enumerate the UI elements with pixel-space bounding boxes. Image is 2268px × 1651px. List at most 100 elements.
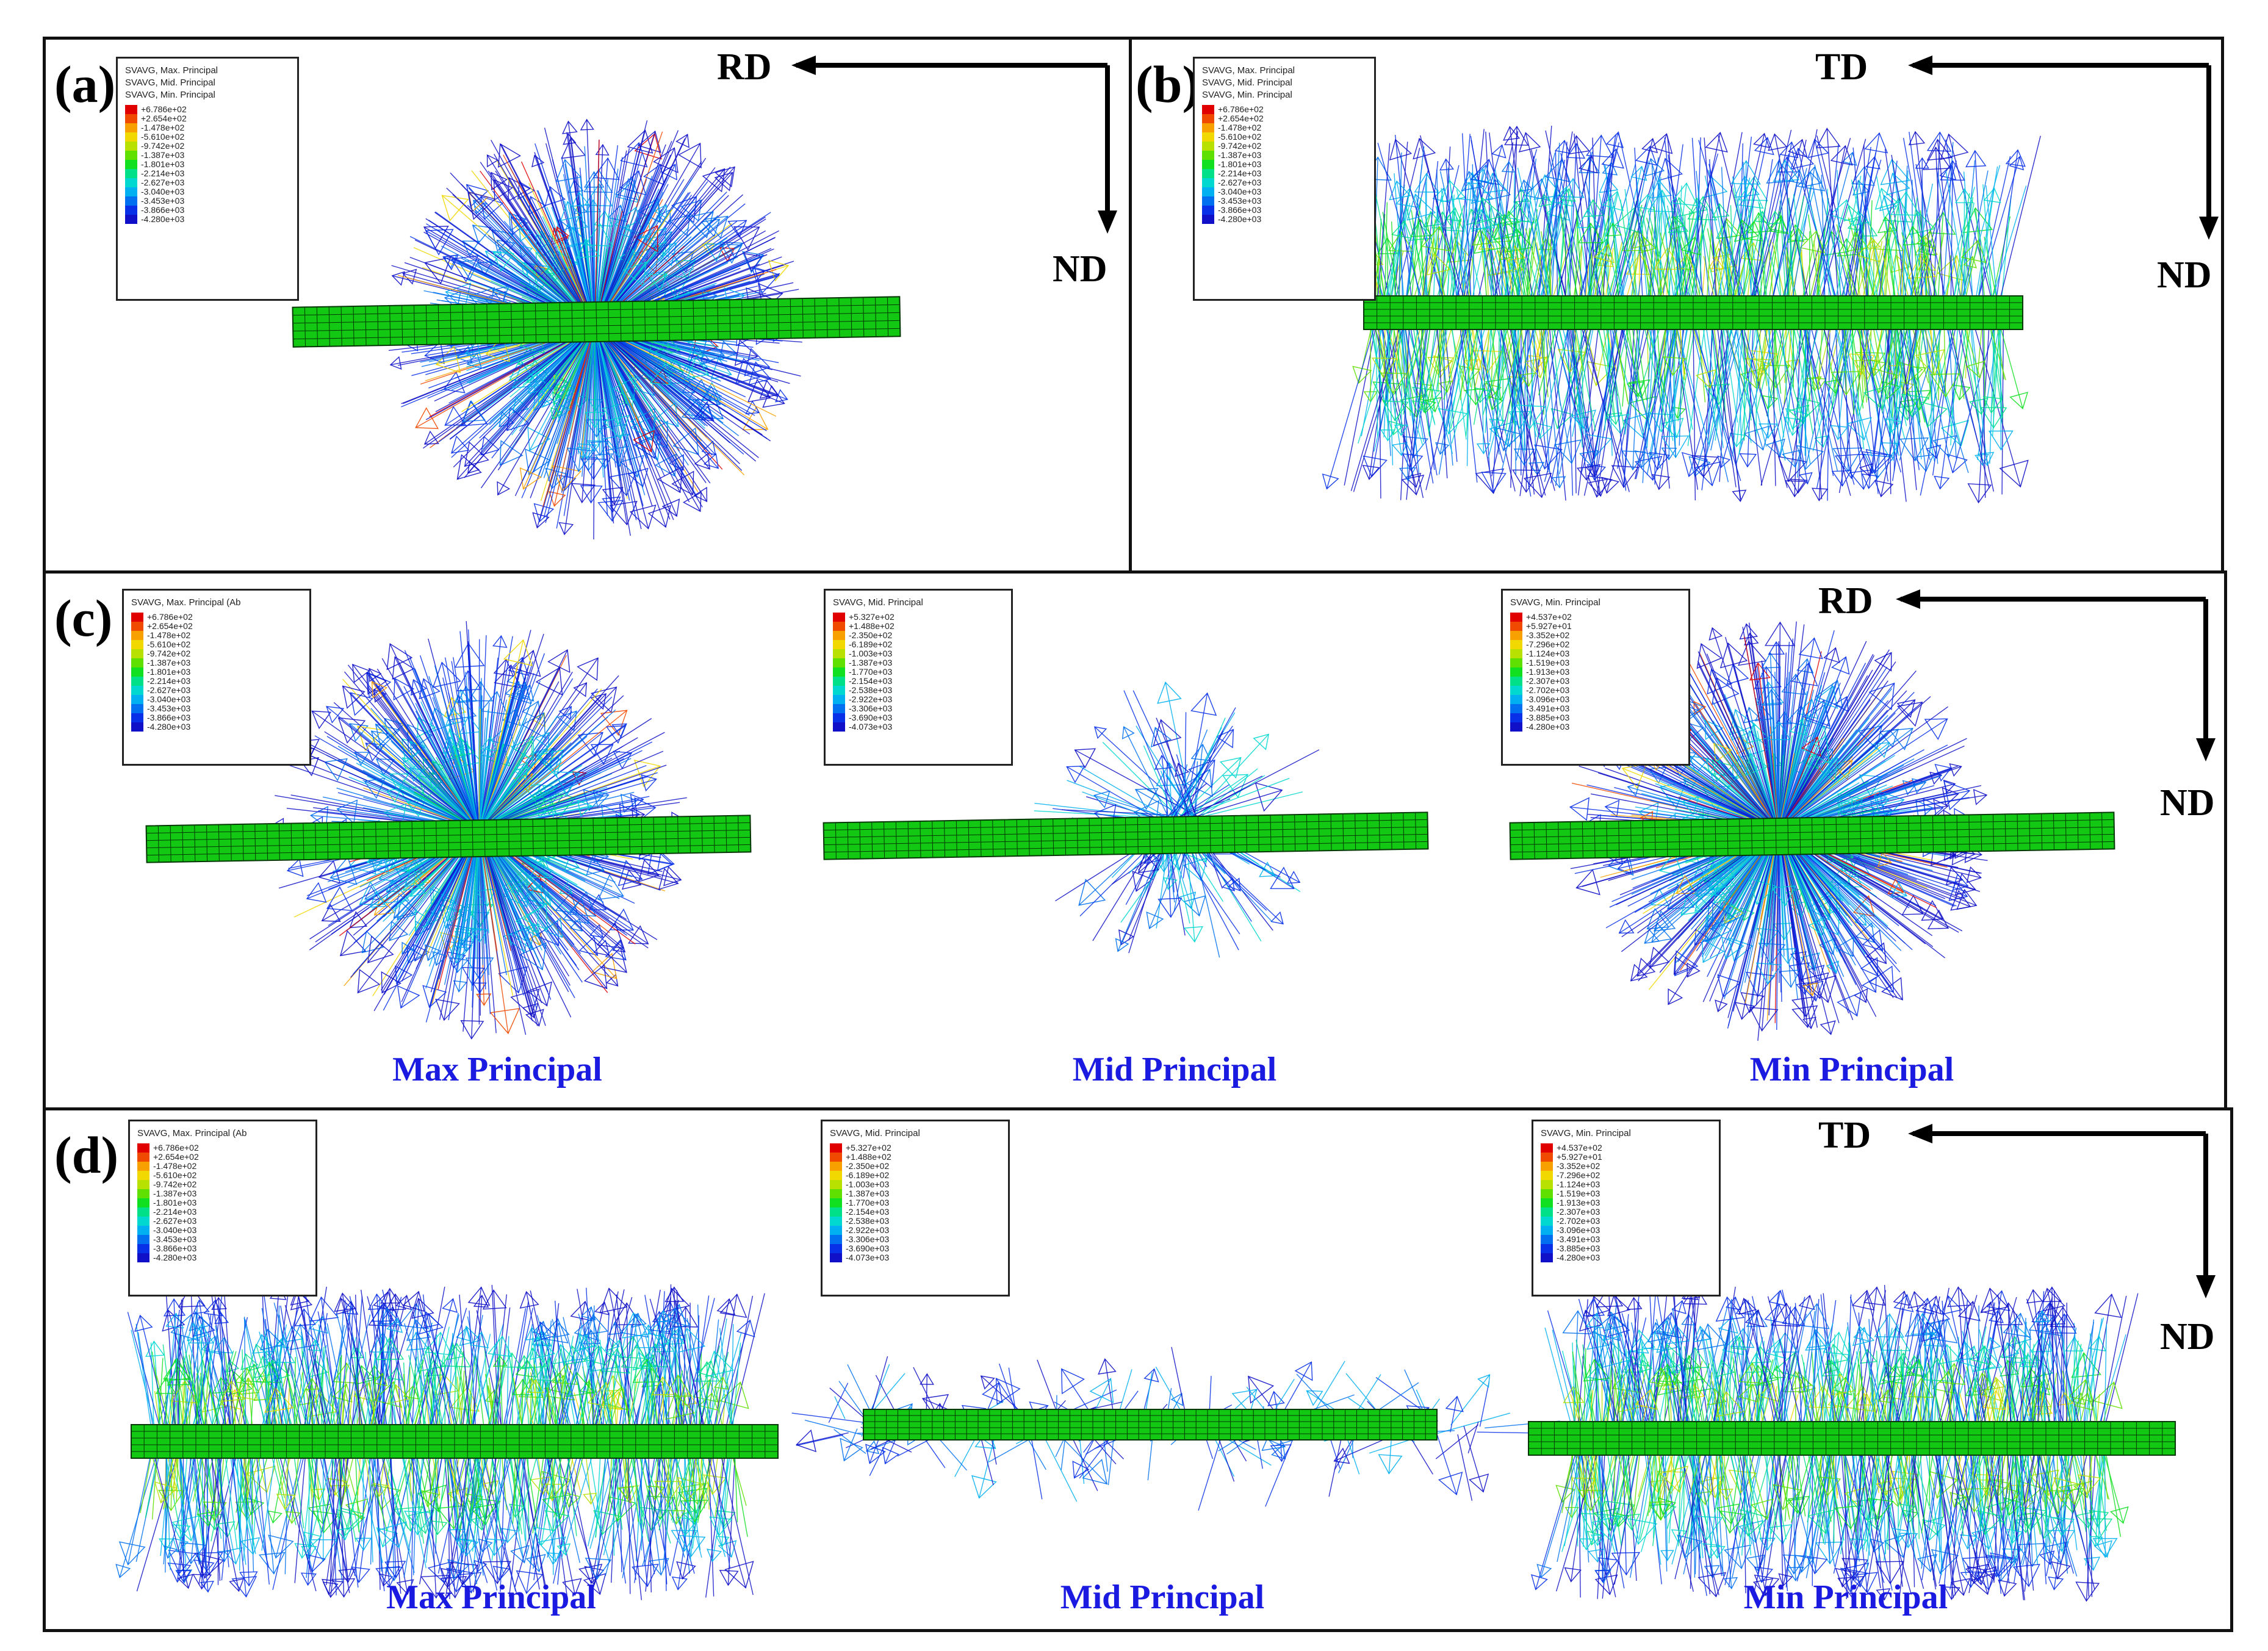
- legend-swatch: [833, 658, 845, 667]
- legend-swatch: [137, 1189, 149, 1198]
- legend-value: +4.537e+02: [1557, 1143, 1602, 1153]
- legend-swatch: [131, 704, 143, 713]
- legend-title: SVAVG, Min. Principal: [1510, 597, 1600, 608]
- legend-swatch: [1510, 631, 1522, 640]
- legend-swatch: [833, 640, 845, 649]
- legend-swatch: [1510, 622, 1522, 631]
- legend-d-mid: SVAVG, Mid. Principal +5.327e+02 +1.488e+0…: [821, 1120, 1010, 1297]
- legend-value: -3.885e+03: [1526, 713, 1570, 722]
- legend-swatch: [1202, 142, 1214, 151]
- legend-swatch: [830, 1235, 842, 1244]
- legend-swatch: [1541, 1217, 1553, 1226]
- legend-titles: SVAVG, Max. Principal SVAVG, Mid. Princip…: [1202, 65, 1367, 101]
- legend-value: -1.387e+03: [147, 658, 191, 667]
- axis-label-nd: ND: [1053, 248, 1107, 290]
- legend-swatch: [125, 142, 137, 151]
- legend-value: -3.453e+03: [153, 1234, 197, 1244]
- mesh-beam: [1363, 295, 2023, 330]
- legend-value: -1.913e+03: [1557, 1198, 1600, 1207]
- legend-value: -2.922e+03: [846, 1225, 890, 1235]
- legend-swatch: [830, 1253, 842, 1262]
- legend-value: -3.040e+03: [147, 694, 191, 704]
- legend-swatch: [830, 1143, 842, 1153]
- legend-swatch: [137, 1244, 149, 1253]
- legend-value: -1.387e+03: [846, 1189, 890, 1198]
- legend-value: +6.786e+02: [141, 104, 187, 114]
- legend-swatch: [125, 206, 137, 215]
- mid-principal-plot: [791, 1347, 1560, 1511]
- rd-nd-axis-arrows: [1896, 589, 2216, 761]
- legend-value: -2.922e+03: [849, 694, 893, 704]
- legend-swatch: [137, 1198, 149, 1207]
- legend-value: -1.478e+02: [153, 1161, 197, 1171]
- legend-value: +2.654e+02: [153, 1152, 199, 1162]
- legend-swatch: [137, 1162, 149, 1171]
- panel-label-b: (b): [1136, 55, 1200, 113]
- legend-value: -4.280e+03: [141, 214, 185, 224]
- legend-value: -3.352e+02: [1557, 1161, 1600, 1171]
- legend-value: +2.654e+02: [141, 113, 187, 123]
- legend-swatch: [125, 132, 137, 142]
- panel-d-viz: [115, 1124, 2216, 1602]
- legend-title: SVAVG, Mid. Principal: [833, 597, 923, 608]
- legend-swatch: [137, 1153, 149, 1162]
- axis-label-nd: ND: [2160, 782, 2215, 824]
- legend-swatch: [1510, 613, 1522, 622]
- legend-value: -1.003e+03: [846, 1179, 890, 1189]
- mesh-beam: [823, 811, 1429, 860]
- legend-swatch: [125, 187, 137, 196]
- legend-value: -3.040e+03: [141, 187, 185, 196]
- legend-swatch: [1202, 206, 1214, 215]
- legend-swatch: [833, 649, 845, 658]
- legend-swatch: [1510, 722, 1522, 732]
- band-vector-plot: [1322, 125, 2041, 504]
- legend-swatch: [1510, 704, 1522, 713]
- panel-label-c: (c): [54, 589, 113, 647]
- legend-d-min: SVAVG, Min. Principal +4.537e+02 +5.927e+0…: [1532, 1120, 1721, 1297]
- legend-value: -1.387e+03: [1218, 150, 1262, 160]
- legend-value: -1.387e+03: [849, 658, 893, 667]
- legend-value: -1.003e+03: [849, 649, 893, 658]
- legend-value: -1.478e+02: [141, 123, 185, 132]
- legend-swatch: [1510, 677, 1522, 686]
- mesh-beam: [292, 296, 901, 348]
- legend-value: -1.770e+03: [849, 667, 893, 677]
- legend-swatch: [1202, 105, 1214, 114]
- legend-value: -2.214e+03: [147, 676, 191, 686]
- legend-value: -3.866e+03: [1218, 205, 1262, 215]
- legend-value: -5.610e+02: [153, 1170, 197, 1180]
- legend-swatch: [833, 704, 845, 713]
- legend-value: +1.488e+02: [846, 1152, 891, 1162]
- caption-d-mid: Mid Principal: [1060, 1578, 1265, 1616]
- legend-c-min: SVAVG, Min. Principal +4.537e+02 +5.927e+0…: [1501, 589, 1690, 766]
- rd-nd-axis-arrows: [791, 56, 1117, 234]
- legend-d-max: SVAVG, Max. Principal (Ab +6.786e+02 +2.65…: [128, 1120, 317, 1297]
- legend-value: -6.189e+02: [846, 1170, 890, 1180]
- legend-value: -1.124e+03: [1526, 649, 1570, 658]
- legend-value: -1.478e+02: [1218, 123, 1262, 132]
- legend-value: +6.786e+02: [1218, 104, 1264, 114]
- legend-value: +5.327e+02: [846, 1143, 891, 1153]
- legend-title: SVAVG, Min. Principal: [125, 90, 215, 100]
- legend-titles: SVAVG, Mid. Principal: [833, 597, 1004, 609]
- legend-swatch: [131, 658, 143, 667]
- legend-swatch: [1202, 151, 1214, 160]
- legend-value: -2.538e+03: [846, 1216, 890, 1226]
- caption-c-mid: Mid Principal: [1072, 1051, 1277, 1088]
- legend-c-mid: SVAVG, Mid. Principal +5.327e+02 +1.488e+0…: [824, 589, 1013, 766]
- legend-value: +2.654e+02: [1218, 113, 1264, 123]
- legend-b: SVAVG, Max. Principal SVAVG, Mid. Princip…: [1193, 57, 1376, 301]
- legend-swatch: [830, 1189, 842, 1198]
- legend-swatch: [131, 649, 143, 658]
- legend-value: -1.801e+03: [147, 667, 191, 677]
- legend-swatch: [137, 1207, 149, 1217]
- panel-c: (c) RD ND SVAVG, Max. Principal (Ab +6.78…: [43, 570, 2227, 1113]
- legend-value: -7.296e+02: [1526, 639, 1570, 649]
- legend-swatch: [833, 677, 845, 686]
- legend-value: -4.280e+03: [1218, 214, 1262, 224]
- caption-c-min: Min Principal: [1749, 1051, 1954, 1088]
- legend-swatch: [131, 667, 143, 677]
- legend-value: +2.654e+02: [147, 621, 193, 631]
- legend-value: -9.742e+02: [153, 1179, 197, 1189]
- max-principal-plot: [115, 1284, 779, 1600]
